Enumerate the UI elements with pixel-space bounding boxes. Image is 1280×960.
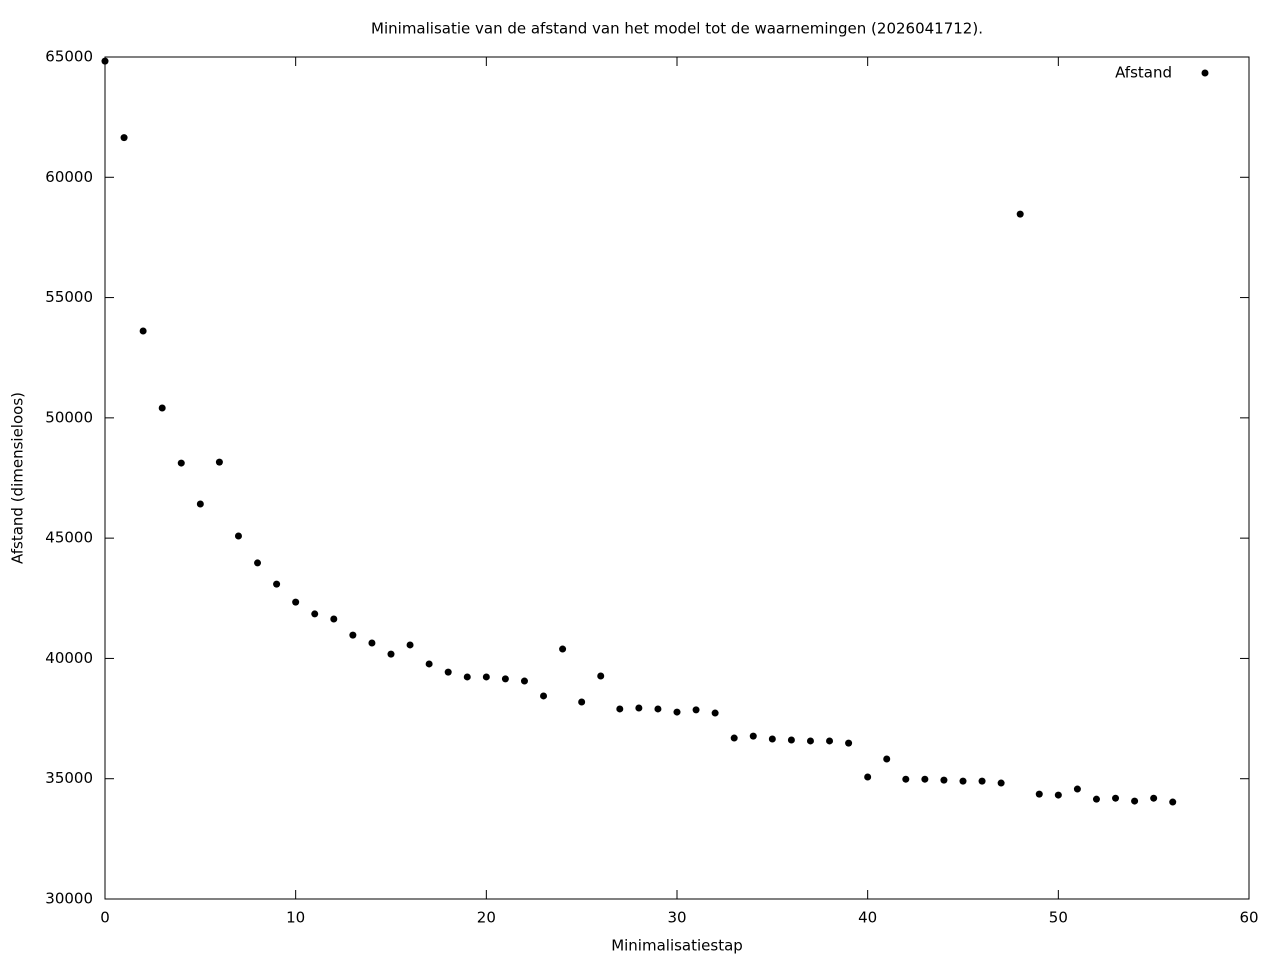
point [387, 650, 395, 658]
point [349, 631, 357, 639]
point [902, 775, 910, 783]
point [635, 704, 643, 712]
x-tick-label: 10 [286, 909, 305, 927]
point [311, 610, 319, 618]
y-tick-label: 30000 [45, 890, 93, 908]
x-tick-label: 60 [1239, 909, 1258, 927]
y-tick-label: 45000 [45, 529, 93, 547]
point [826, 737, 834, 745]
point [330, 615, 338, 623]
point [1073, 785, 1081, 793]
point [120, 134, 128, 142]
point [730, 734, 738, 742]
point [845, 739, 853, 747]
legend-label: Afstand [1115, 64, 1172, 82]
point [749, 732, 757, 740]
point [425, 660, 433, 668]
point [540, 692, 548, 700]
x-tick-label: 0 [100, 909, 110, 927]
point [520, 677, 528, 685]
point [597, 672, 605, 680]
point [158, 404, 166, 412]
point [368, 639, 376, 647]
point [1169, 798, 1177, 806]
point [921, 775, 929, 783]
y-tick-label: 55000 [45, 288, 93, 306]
point [673, 708, 681, 716]
point [463, 673, 471, 681]
point [177, 459, 185, 467]
point [806, 737, 814, 745]
x-axis-label: Minimalisatiestap [611, 937, 743, 955]
point [254, 559, 262, 567]
point [883, 755, 891, 763]
y-tick-label: 60000 [45, 168, 93, 186]
point [1035, 790, 1043, 798]
chart-title: Minimalisatie van de afstand van het mod… [371, 20, 983, 38]
point [139, 327, 147, 335]
y-axis-label: Afstand (dimensieloos) [9, 392, 27, 564]
y-tick-label: 65000 [45, 48, 93, 66]
legend-marker [1201, 69, 1209, 77]
point [997, 779, 1005, 787]
point [1016, 210, 1024, 218]
x-tick-label: 20 [477, 909, 496, 927]
point [1054, 791, 1062, 799]
point [1112, 794, 1120, 802]
point [787, 736, 795, 744]
point [559, 645, 567, 653]
point [444, 668, 452, 676]
point [101, 57, 109, 65]
point [1131, 797, 1139, 805]
point [864, 773, 872, 781]
point [978, 777, 986, 785]
point [1150, 794, 1158, 802]
point [768, 735, 776, 743]
point [406, 641, 414, 649]
point [196, 500, 204, 508]
y-tick-label: 35000 [45, 769, 93, 787]
point [234, 532, 242, 540]
x-tick-label: 40 [858, 909, 877, 927]
point [482, 673, 490, 681]
point [940, 776, 948, 784]
point [692, 706, 700, 714]
x-tick-label: 50 [1049, 909, 1068, 927]
point [616, 705, 624, 713]
point [1092, 795, 1100, 803]
point [711, 709, 719, 717]
point [273, 580, 281, 588]
point [654, 705, 662, 713]
point [959, 777, 967, 785]
point [292, 598, 300, 606]
x-tick-label: 30 [667, 909, 686, 927]
point [578, 698, 586, 706]
y-tick-label: 40000 [45, 649, 93, 667]
point [215, 458, 223, 466]
point [501, 675, 509, 683]
y-tick-label: 50000 [45, 408, 93, 426]
